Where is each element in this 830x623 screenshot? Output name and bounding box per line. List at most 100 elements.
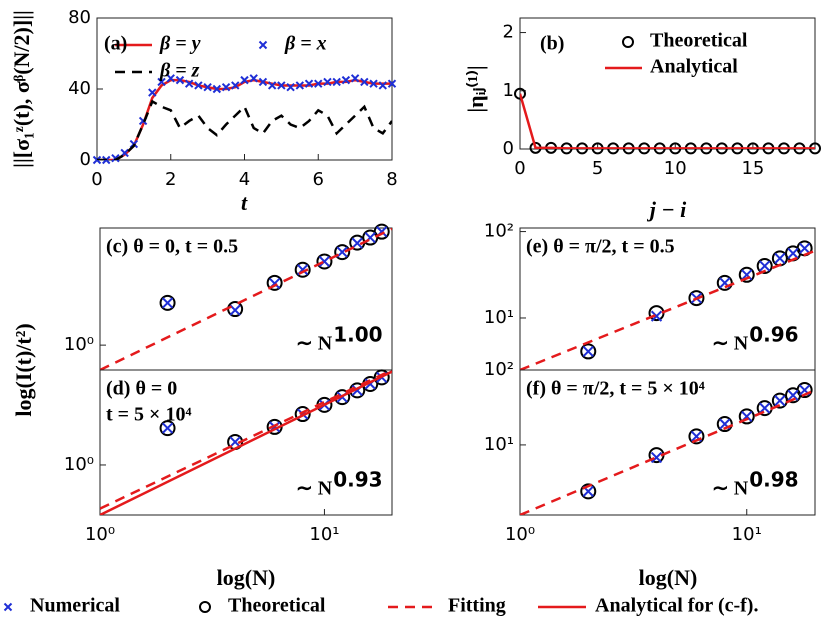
circle-marker	[294, 261, 311, 278]
circle-marker	[580, 343, 597, 360]
cross-marker	[787, 247, 799, 259]
cross-marker	[194, 81, 203, 90]
x-tick-label: 10¹	[309, 524, 339, 545]
circle-marker	[688, 428, 705, 445]
circle-marker	[373, 223, 390, 240]
cross-marker	[277, 81, 286, 90]
annotation: ∼ N	[296, 333, 333, 355]
annotation: (c) θ = 0, t = 0.5	[106, 236, 238, 258]
cross-marker	[774, 252, 786, 264]
axes-box	[519, 227, 816, 371]
series-line	[520, 249, 815, 370]
series-line	[100, 370, 392, 510]
y-tick-label: 10⁰	[64, 454, 94, 475]
cross-marker	[175, 75, 185, 85]
series-line	[520, 93, 815, 149]
cross-marker	[3, 602, 13, 612]
cross-marker	[360, 77, 369, 87]
annotation: ∼ N	[712, 478, 749, 500]
circle-marker	[199, 601, 211, 613]
x-axis-label: j − i	[647, 197, 687, 222]
x-tick-label: 5	[592, 158, 603, 179]
x-tick-label: 10¹	[732, 524, 762, 545]
circle-marker	[294, 406, 311, 423]
circle-marker	[514, 87, 526, 100]
circle-marker	[738, 408, 755, 425]
circle-marker	[738, 266, 755, 283]
x-tick-label: 0	[91, 169, 102, 190]
circle-marker	[159, 294, 176, 311]
annotation: (f) θ = π/2, t = 5 × 10⁴	[526, 378, 705, 400]
legend-label: Theoretical	[228, 595, 326, 617]
y-tick-label: 10¹	[484, 307, 514, 328]
cross-marker	[267, 81, 277, 90]
annotation: ∼ N	[712, 333, 749, 355]
annotation-exponent: 0.93	[333, 468, 382, 492]
y-tick-label: 0	[503, 138, 514, 159]
legend-label: β = y	[159, 33, 201, 55]
cross-marker	[221, 83, 231, 92]
cross-marker	[759, 260, 771, 272]
cross-marker	[295, 81, 305, 90]
cross-marker	[799, 242, 811, 254]
annotation: (b)	[540, 33, 564, 55]
cross-marker	[231, 81, 240, 90]
legend-label: β = z	[159, 60, 200, 82]
x-tick-label: 8	[386, 169, 397, 190]
cross-marker	[184, 79, 194, 88]
cross-marker	[369, 79, 378, 88]
circle-marker	[716, 274, 733, 291]
circle-marker	[796, 382, 813, 399]
series-line	[100, 370, 392, 515]
cross-marker	[258, 40, 268, 50]
circle-marker	[334, 244, 351, 261]
cross-marker	[240, 75, 249, 85]
cross-marker	[286, 83, 295, 92]
y-tick-label: 0	[80, 149, 91, 170]
cross-marker	[332, 77, 341, 87]
circle-marker	[266, 274, 283, 291]
cross-marker	[304, 79, 314, 88]
cross-marker	[314, 79, 323, 88]
circle-marker	[716, 416, 733, 433]
cross-marker	[323, 77, 332, 87]
cross-marker	[318, 255, 331, 268]
cross-marker	[161, 297, 174, 309]
x-tick-label: 0	[514, 158, 525, 179]
x-tick-label: 4	[239, 169, 250, 190]
series-line	[97, 99, 392, 160]
cross-marker	[258, 77, 268, 87]
circle-marker	[373, 369, 390, 386]
annotation: (e) θ = π/2, t = 0.5	[526, 236, 675, 258]
cross-marker	[229, 436, 241, 448]
cross-marker	[650, 310, 663, 322]
circle-marker	[580, 483, 597, 500]
y-tick-label: 10⁰	[64, 334, 94, 355]
cross-marker	[650, 451, 663, 464]
x-axis-label: t	[241, 190, 248, 215]
cross-marker	[229, 304, 241, 316]
cross-marker	[774, 395, 786, 407]
y-tick-label: 10²	[484, 221, 514, 242]
y-tick-label: 80	[68, 7, 91, 28]
axes-box	[519, 17, 816, 150]
y-axis-label: log(I(t)/t²)	[11, 323, 36, 416]
circle-marker	[159, 420, 176, 437]
legend-label: Theoretical	[650, 30, 748, 52]
cross-marker	[341, 75, 351, 85]
annotation-exponent: 1.00	[333, 323, 382, 347]
x-tick-label: 10	[664, 158, 687, 179]
circle-marker	[622, 36, 634, 48]
x-tick-label: 6	[313, 169, 324, 190]
x-axis-label: log(N)	[639, 565, 698, 590]
x-tick-label: 2	[165, 169, 176, 190]
circle-marker	[316, 253, 333, 270]
circle-marker	[771, 392, 788, 409]
x-tick-label: 10⁰	[505, 524, 535, 545]
annotation: (a)	[104, 33, 127, 55]
cross-marker	[759, 402, 771, 414]
y-axis-label: ||[σ₁ᶻ(t), σᵝ(N/2)]||	[9, 10, 34, 168]
x-tick-label: 10⁰	[85, 524, 115, 545]
x-axis-label: log(N)	[217, 565, 276, 590]
x-tick-label: 15	[741, 158, 764, 179]
